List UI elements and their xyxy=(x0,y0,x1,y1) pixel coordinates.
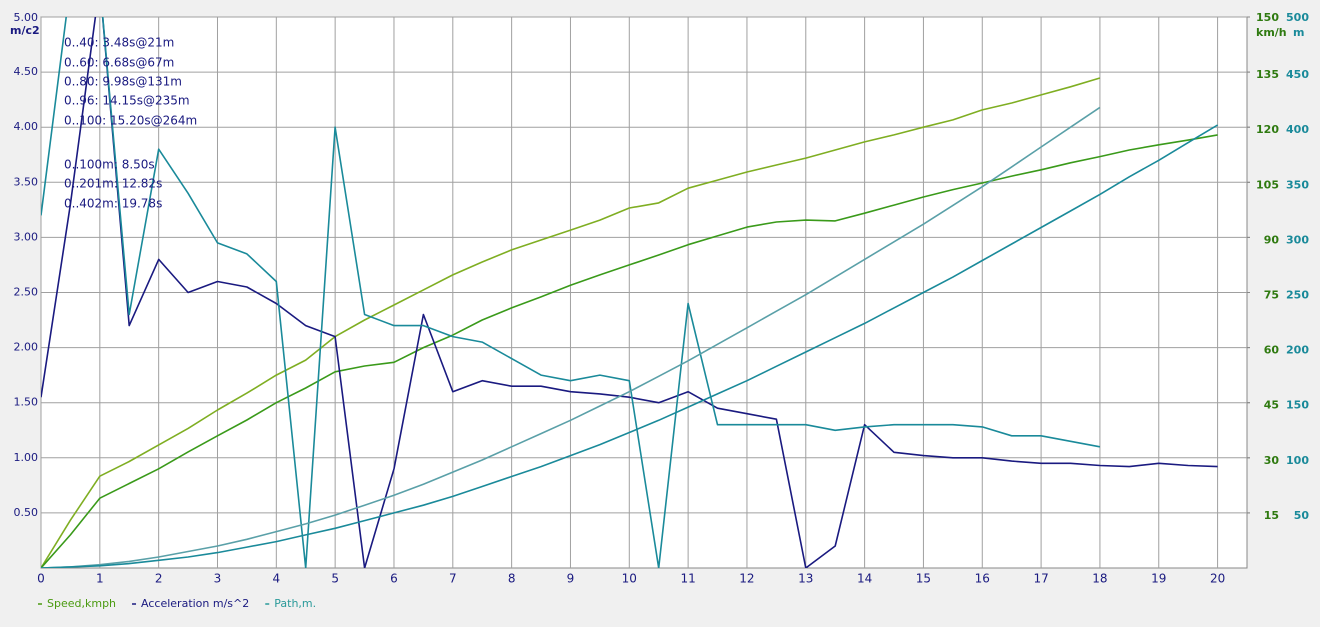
y2-tick-label: 45 xyxy=(1264,399,1279,412)
y2-tick-label: 15 xyxy=(1264,509,1279,522)
x-tick-label: 18 xyxy=(1092,572,1107,586)
series-line xyxy=(41,77,1101,568)
series-line xyxy=(41,134,1218,568)
x-tick-label: 1 xyxy=(96,572,104,586)
x-tick-label: 3 xyxy=(214,572,222,586)
x-tick-label: 19 xyxy=(1151,572,1166,586)
x-tick-label: 2 xyxy=(155,572,163,586)
y-tick-label: 3.50 xyxy=(14,175,39,188)
y2-tick-label: 60 xyxy=(1264,344,1280,357)
y2-tick-label: 30 xyxy=(1264,454,1280,467)
y2-tick-label: 135 xyxy=(1256,68,1279,81)
x-tick-label: 6 xyxy=(390,572,398,586)
y-axis-label: m/c2 xyxy=(10,24,40,37)
legend-entry: Speed,kmph xyxy=(47,597,116,610)
x-tick-label: 14 xyxy=(857,572,872,586)
x-tick-label: 13 xyxy=(798,572,813,586)
annotation: 0..96: 14.15s@235m xyxy=(64,94,190,108)
x-tick-label: 20 xyxy=(1210,572,1225,586)
y3-tick-label: 50 xyxy=(1294,509,1310,522)
x-tick-label: 9 xyxy=(567,572,575,586)
x-tick-label: 17 xyxy=(1033,572,1048,586)
legend-entry: Acceleration m/s^2 xyxy=(141,597,249,610)
y3-tick-label: 400 xyxy=(1286,123,1309,136)
y-tick-label: 2.00 xyxy=(14,341,39,354)
y-tick-label: 4.50 xyxy=(14,65,39,78)
x-tick-label: 7 xyxy=(449,572,457,586)
series-line xyxy=(41,17,1101,568)
x-tick-label: 15 xyxy=(916,572,931,586)
x-tick-label: 10 xyxy=(622,572,637,586)
annotation: 0..100m: 8.50s xyxy=(64,158,155,172)
y2-axis-label: km/h xyxy=(1256,26,1287,39)
y3-tick-label: 200 xyxy=(1286,344,1309,357)
x-tick-label: 11 xyxy=(680,572,695,586)
x-tick-label: 0 xyxy=(37,572,45,586)
annotation: 0..40: 3.48s@21m xyxy=(64,36,174,50)
annotation: 0..60: 6.68s@67m xyxy=(64,56,174,70)
y-tick-label: 4.00 xyxy=(14,120,39,133)
y-tick-label: 1.50 xyxy=(14,396,39,409)
series-line xyxy=(41,106,1101,568)
y2-tick-label: 120 xyxy=(1256,123,1279,136)
grid xyxy=(40,16,1250,568)
y3-tick-label: 450 xyxy=(1286,68,1309,81)
x-tick-label: 5 xyxy=(331,572,339,586)
y2-tick-label: 150 xyxy=(1256,11,1279,24)
annotation: 0..100: 15.20s@264m xyxy=(64,114,197,128)
x-tick-label: 8 xyxy=(508,572,516,586)
y-tick-label: 3.00 xyxy=(14,230,39,243)
series-line xyxy=(41,124,1219,568)
series-line xyxy=(41,17,1218,568)
y2-tick-label: 90 xyxy=(1264,233,1280,246)
y-tick-label: 1.00 xyxy=(14,451,39,464)
annotation: 0..80: 9.98s@131m xyxy=(64,75,182,89)
y3-tick-label: 100 xyxy=(1286,454,1309,467)
y3-tick-label: 150 xyxy=(1286,399,1309,412)
y2-tick-label: 75 xyxy=(1264,289,1279,302)
y-tick-label: 2.50 xyxy=(14,286,39,299)
labels: 0 1 2 3 4 5 6 7 8 9 10 11 12 13 14 15 16 17 18 19 200.501.00… xyxy=(14,11,1310,610)
legend-entry: Path,m. xyxy=(274,597,316,610)
y3-tick-label: 250 xyxy=(1286,289,1309,302)
y3-axis-label: m xyxy=(1293,26,1304,39)
x-tick-label: 16 xyxy=(975,572,990,586)
y3-tick-label: 350 xyxy=(1286,178,1309,191)
lines xyxy=(41,17,1219,568)
annotation: 0..201m: 12.82s xyxy=(64,177,162,191)
x-tick-label: 12 xyxy=(739,572,754,586)
y3-tick-label: 500 xyxy=(1286,11,1309,24)
x-tick-label: 4 xyxy=(272,572,280,586)
annotation: 0..402m: 19.78s xyxy=(64,197,162,211)
y3-tick-label: 300 xyxy=(1286,233,1309,246)
y-tick-label: 0.50 xyxy=(14,506,39,519)
y2-tick-label: 105 xyxy=(1256,178,1279,191)
y-tick-label: 5.00 xyxy=(14,11,39,24)
